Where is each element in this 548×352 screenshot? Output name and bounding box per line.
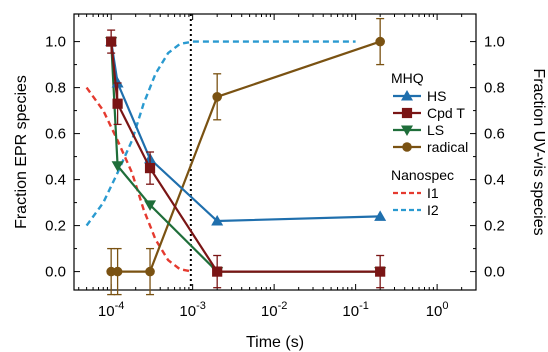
x-tick-base: 10 xyxy=(426,303,443,320)
point-hs xyxy=(374,210,387,221)
legend-item-i2: I2 xyxy=(393,202,439,218)
series-layer xyxy=(85,17,387,296)
legend-marker-cpd-t xyxy=(401,107,413,119)
y-right-tick-label: 0.2 xyxy=(484,218,505,235)
legend-label-i1: I1 xyxy=(427,185,439,201)
point-radical xyxy=(375,36,385,47)
legend-label-i2: I2 xyxy=(427,202,439,218)
y-right-tick-label: 0.4 xyxy=(484,172,505,189)
legend-label-cpd-t: Cpd T xyxy=(427,105,465,121)
legend-label-hs: HS xyxy=(427,88,446,104)
y-left-tick-label: 0.2 xyxy=(45,218,66,235)
series-i1 xyxy=(85,86,193,273)
y-left-tick-label: 0.0 xyxy=(45,264,66,281)
series-i2 xyxy=(85,40,356,227)
point-hs xyxy=(211,215,224,226)
legend-marker-ls xyxy=(401,125,413,136)
series-cpd-t xyxy=(106,29,386,289)
x-tick-exponent: -3 xyxy=(196,300,206,312)
point-cpd-t xyxy=(106,36,117,47)
point-cpd-t xyxy=(112,98,123,109)
point-cpd-t xyxy=(144,163,156,174)
series-line-hs xyxy=(110,41,381,223)
legend-item-ls: LS xyxy=(393,122,444,138)
point-radical xyxy=(112,266,123,277)
legend-marker-hs xyxy=(401,90,413,101)
x-tick-base: 10 xyxy=(98,303,115,320)
point-cpd-t xyxy=(212,266,223,277)
x-tick-exponent: -4 xyxy=(115,300,125,312)
y-left-tick-label: 0.6 xyxy=(45,126,66,143)
y-axis-right-label: Fraction UV-vis species xyxy=(530,68,547,235)
y-left-tick-label: 0.8 xyxy=(45,80,66,97)
x-tick-exponent: -2 xyxy=(278,300,288,312)
point-radical xyxy=(145,266,155,277)
plot-frame xyxy=(73,13,477,291)
legend-item-radical: radical xyxy=(393,139,468,155)
x-tick-label: 10-1 xyxy=(342,300,368,320)
series-line-i2 xyxy=(85,40,356,227)
series-ls xyxy=(105,37,387,278)
legend-marker-radical xyxy=(402,142,412,152)
legend-label-ls: LS xyxy=(427,122,444,138)
x-tick-exponent: 0 xyxy=(442,300,448,312)
legend-item-i1: I1 xyxy=(393,185,439,201)
legend-item-hs: HS xyxy=(393,88,446,104)
x-tick-label: 10-3 xyxy=(179,300,205,320)
y-axis-left-label: Fraction EPR species xyxy=(13,75,30,229)
point-cpd-t xyxy=(375,266,386,277)
legend-title-mhq: MHQ xyxy=(391,70,424,86)
x-tick-label: 10-4 xyxy=(98,300,124,320)
series-radical xyxy=(106,17,385,296)
series-hs xyxy=(105,35,387,226)
x-tick-base: 10 xyxy=(342,303,359,320)
legend-item-cpd-t: Cpd T xyxy=(393,105,465,121)
x-axis-label: Time (s) xyxy=(246,334,304,351)
point-ls xyxy=(111,161,124,172)
legend-label-radical: radical xyxy=(427,139,468,155)
y-right-tick-label: 0.0 xyxy=(484,264,505,281)
y-right-tick-label: 0.6 xyxy=(484,126,505,143)
point-ls xyxy=(144,200,157,211)
series-line-i1 xyxy=(85,86,193,273)
y-left-tick-label: 1.0 xyxy=(45,34,66,51)
point-radical xyxy=(212,92,222,102)
legend-title-nanospec: Nanospec xyxy=(391,167,454,183)
x-tick-label: 10-2 xyxy=(261,300,287,320)
y-right-tick-label: 0.8 xyxy=(484,80,505,97)
x-tick-base: 10 xyxy=(179,303,196,320)
x-tick-base: 10 xyxy=(261,303,278,320)
y-right-tick-label: 1.0 xyxy=(484,34,505,51)
x-tick-exponent: -1 xyxy=(359,300,369,312)
x-tick-label: 100 xyxy=(426,300,449,320)
y-left-tick-label: 0.4 xyxy=(45,172,66,189)
